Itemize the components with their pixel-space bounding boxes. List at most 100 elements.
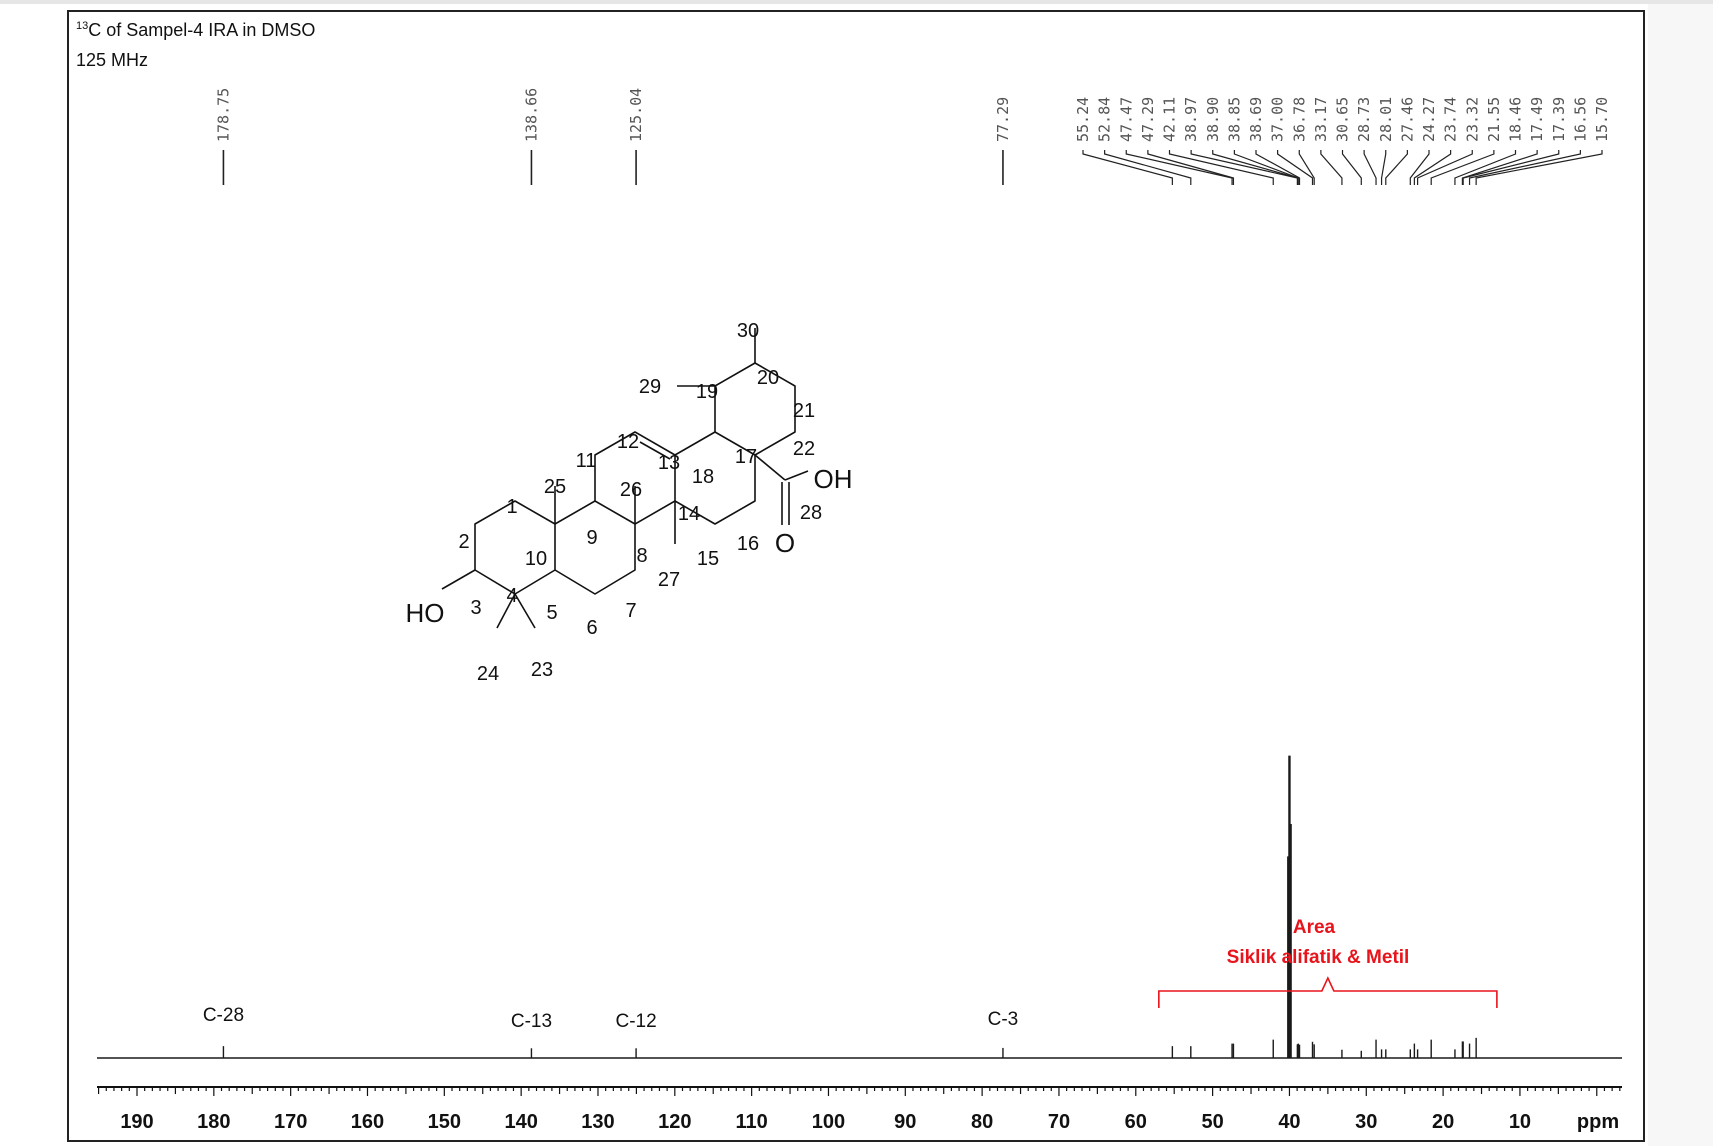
bond-c-oh	[784, 470, 809, 481]
axis-tick-label: 120	[658, 1111, 691, 1133]
bond-hydroxyl	[441, 569, 476, 590]
axis-tick-label: 80	[971, 1111, 993, 1133]
atom-number-label: 19	[696, 381, 718, 403]
peak-label: 38.69	[1247, 97, 1265, 142]
peak-label: 36.78	[1290, 97, 1308, 142]
axis-tick-label: 160	[351, 1111, 384, 1133]
peak-assignments: C-28 C-13 C-12 C-3	[203, 1005, 1018, 1032]
isotope-superscript: 13	[76, 20, 89, 32]
axis-tick-label: 40	[1278, 1111, 1300, 1133]
peak-label: 23.74	[1442, 97, 1460, 142]
acid-oh-label: OH	[814, 464, 853, 494]
spectrometer-frequency: 125 MHz	[76, 50, 149, 70]
peak-label: 47.29	[1139, 97, 1157, 142]
peak-label-leader	[1461, 150, 1538, 185]
peak-label-leader	[1417, 150, 1473, 185]
bond-carboxyl	[754, 454, 786, 481]
spectrum-trace	[97, 755, 1622, 1059]
peak-label: 37.00	[1269, 97, 1287, 142]
atom-number-label: 17	[735, 446, 757, 468]
bond-methyl-24	[496, 593, 516, 629]
peak-label-leader	[1430, 150, 1495, 185]
assignment-label: C-12	[615, 1011, 656, 1032]
atom-number-label: 16	[737, 533, 759, 555]
bond-ring-c	[594, 431, 676, 525]
atom-number-label: 4	[506, 585, 517, 607]
bond-double-12-13	[639, 441, 671, 460]
region-bracket	[1158, 976, 1498, 1008]
molecule-structure	[441, 328, 809, 629]
bond-ring-b	[554, 500, 636, 595]
atom-number-label: 30	[737, 320, 759, 342]
axis-tick-label: 90	[894, 1111, 916, 1133]
atom-number-label: 9	[586, 527, 597, 549]
peak-label: 47.47	[1117, 97, 1135, 142]
atom-number-label: 10	[525, 548, 547, 570]
atom-number-label: 3	[470, 597, 481, 619]
atom-number-label: 6	[586, 617, 597, 639]
peak-label-leader	[1147, 150, 1235, 185]
region-title: Area	[1293, 917, 1336, 938]
peak-label-leader	[1320, 150, 1343, 185]
atom-number-label: 2	[458, 531, 469, 553]
atom-number-label: 21	[793, 400, 815, 422]
bond-methyl-23	[514, 593, 536, 629]
aliphatic-region-annotation: Area Siklik alifatik & Metil	[1158, 917, 1498, 1008]
assignment-label: C-13	[511, 1011, 552, 1032]
peak-label: 23.32	[1463, 97, 1481, 142]
axis-tick-label: 170	[274, 1111, 307, 1133]
peak-label: 138.66	[522, 88, 540, 142]
atom-number-label: 14	[678, 503, 700, 525]
peak-label: 28.01	[1377, 97, 1395, 142]
peak-labels: 178.75 138.66 125.04 77.29 55.24 52.84 47.47 47…	[214, 88, 1611, 185]
axis-tick-label: 60	[1125, 1111, 1147, 1133]
peak-label: 28.73	[1355, 97, 1373, 142]
axis-tick-label: 100	[812, 1111, 845, 1133]
axis-tick-label: 130	[581, 1111, 614, 1133]
peak-label: 18.46	[1507, 97, 1525, 142]
region-subtitle: Siklik alifatik & Metil	[1227, 947, 1410, 968]
axis-tick-label: 140	[504, 1111, 537, 1133]
atom-number-label: 26	[620, 479, 642, 501]
peak-label-leader	[1363, 150, 1377, 185]
hydroxyl-group-label: HO	[406, 598, 445, 628]
axis-tick-label: 150	[428, 1111, 461, 1133]
atom-number-label: 27	[658, 569, 680, 591]
peak-label: 52.84	[1096, 97, 1114, 142]
peak-label: 125.04	[627, 88, 645, 142]
carbonyl-o-label: O	[775, 528, 795, 558]
ppm-axis: 190 180 170 160 150 140 130 120 110 100 90 80 70 60 50…	[97, 1086, 1622, 1133]
bond-ring-e	[714, 362, 796, 456]
atom-number-label: 20	[757, 367, 779, 389]
peak-label-leader	[1454, 150, 1517, 185]
peak-label: 27.46	[1398, 97, 1416, 142]
axis-unit-label: ppm	[1577, 1111, 1619, 1133]
peak-label: 16.56	[1571, 97, 1589, 142]
peak-label: 178.75	[214, 88, 232, 142]
atom-number-label: 23	[531, 659, 553, 681]
assignment-label: C-3	[988, 1009, 1019, 1030]
atom-number-label: 8	[636, 545, 647, 567]
atom-number-label: 24	[477, 663, 499, 685]
peak-label: 24.27	[1420, 97, 1438, 142]
peak-label: 33.17	[1312, 97, 1330, 142]
peak-label-leader	[1341, 150, 1362, 185]
right-margin-strip	[1648, 4, 1713, 1146]
assignment-label: C-28	[203, 1005, 244, 1026]
peak-label: 38.90	[1204, 97, 1222, 142]
window-top-border	[0, 0, 1713, 4]
atom-number-label: 7	[625, 600, 636, 622]
peak-label-leader	[1277, 150, 1314, 185]
peak-label-leader	[1380, 150, 1387, 185]
axis-tick-label: 50	[1201, 1111, 1223, 1133]
bond-ring-d	[674, 431, 756, 525]
peak-label-leader	[1462, 150, 1560, 185]
peak-label-leader	[1475, 150, 1603, 185]
peak-label-leader	[1082, 150, 1173, 185]
peak-label: 30.65	[1334, 97, 1352, 142]
peak-label: 77.29	[994, 97, 1012, 142]
axis-tick-label: 190	[120, 1111, 153, 1133]
peak-label-leader	[1409, 150, 1430, 185]
